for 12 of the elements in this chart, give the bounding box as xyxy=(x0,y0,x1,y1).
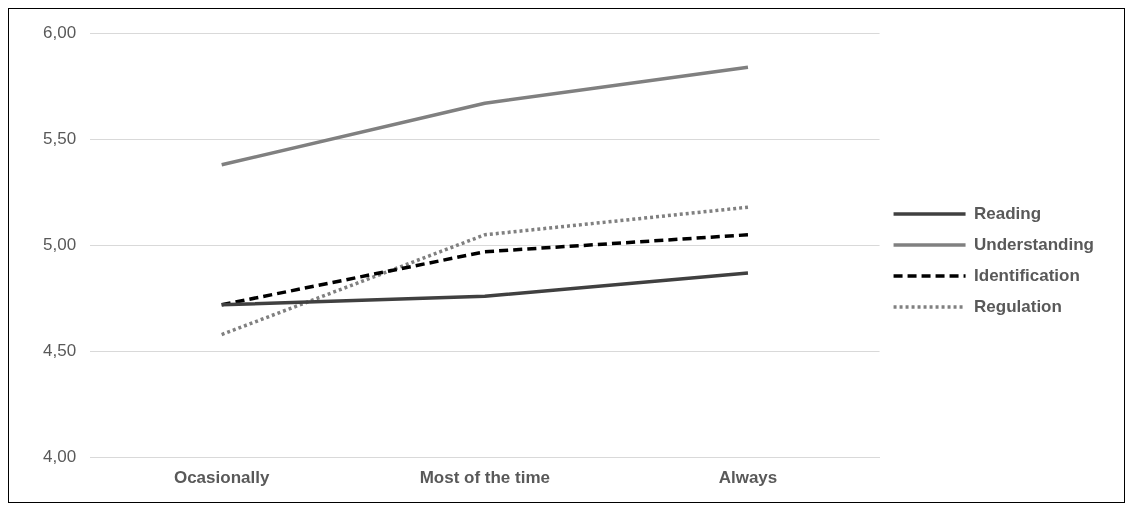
legend-label: Reading xyxy=(974,203,1042,223)
legend-label: Understanding xyxy=(974,234,1095,254)
y-tick-label: 5,50 xyxy=(42,128,77,148)
y-tick-label: 4,50 xyxy=(42,341,77,361)
y-tick-label: 4,00 xyxy=(42,447,77,467)
x-tick-label: Most of the time xyxy=(419,468,550,488)
x-tick-label: Ocasionally xyxy=(173,468,270,488)
y-tick-label: 6,00 xyxy=(42,22,77,42)
y-tick-label: 5,00 xyxy=(42,235,77,255)
legend-label: Regulation xyxy=(974,296,1062,316)
legend-label: Identification xyxy=(974,265,1080,285)
x-tick-label: Always xyxy=(718,468,778,488)
